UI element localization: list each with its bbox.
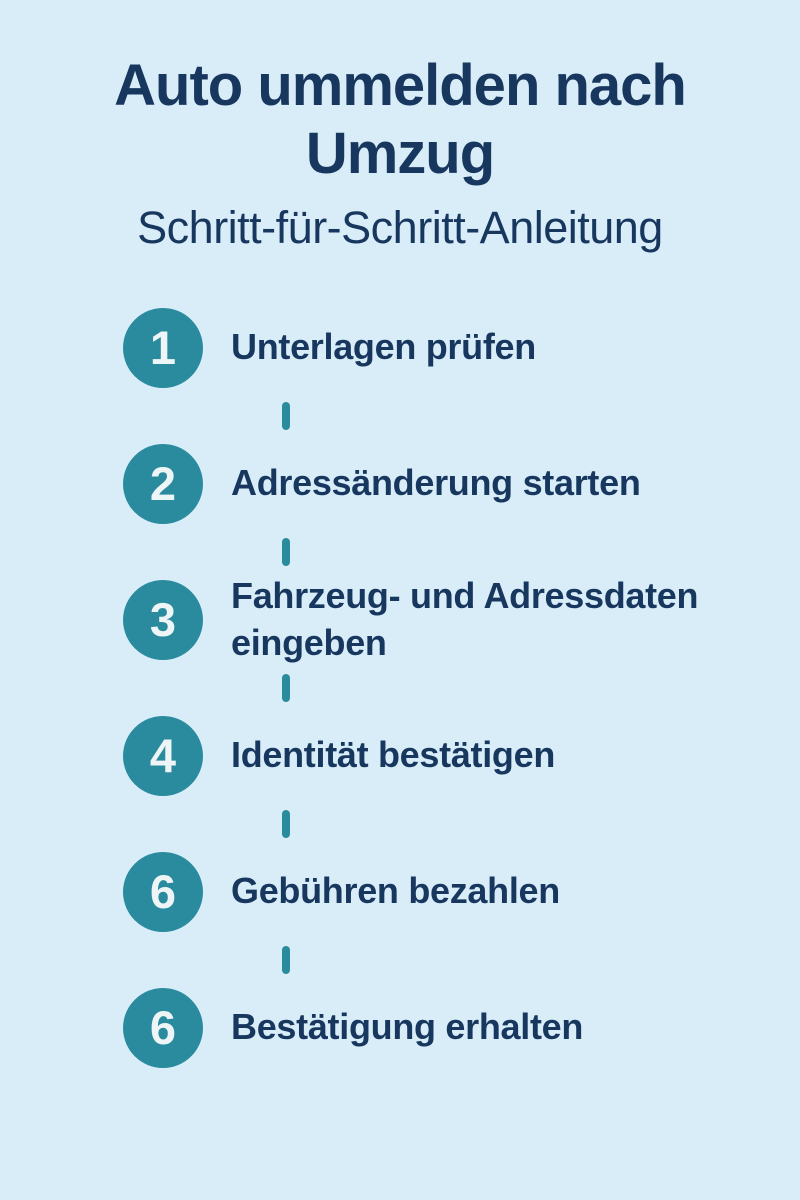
step-row-3: 3 Fahrzeug- und Adressdaten eingeben <box>123 575 800 663</box>
step-label: Unterlagen prüfen <box>231 326 536 368</box>
step-row-6: 6 Bestätigung erhalten <box>123 987 800 1068</box>
steps-list: 1 Unterlagen prüfen 2 Adressänderung sta… <box>123 307 800 1068</box>
step-label: Identität bestätigen <box>231 734 556 776</box>
page-title: Auto ummelden nach Umzug <box>0 52 800 188</box>
step-connector-line <box>282 537 290 566</box>
step-number-badge: 4 <box>123 715 203 796</box>
step-row-5: 6 Gebühren bezahlen <box>123 851 800 932</box>
step-number-badge: 1 <box>123 307 203 388</box>
header: Auto ummelden nach Umzug Schritt-für-Sch… <box>0 0 800 254</box>
step-label: Bestätigung erhalten <box>231 1006 584 1048</box>
step-row-1: 1 Unterlagen prüfen <box>123 307 800 388</box>
step-connector-line <box>282 673 290 702</box>
step-row-4: 4 Identität bestätigen <box>123 715 800 796</box>
step-connector-line <box>282 809 290 838</box>
page-title-line1: Auto ummelden nach <box>114 53 687 118</box>
step-label: Fahrzeug- und Adressdaten eingeben <box>231 574 699 663</box>
step-connector-line <box>282 945 290 974</box>
page-title-line2: Umzug <box>305 120 495 186</box>
step-label: Adressänderung starten <box>231 462 641 504</box>
step-number-badge: 6 <box>123 987 203 1068</box>
step-number-badge: 6 <box>123 851 203 932</box>
page-subtitle: Schritt-für-Schritt-Anleitung <box>137 201 663 253</box>
step-connector-line <box>282 401 290 430</box>
step-label: Gebühren bezahlen <box>231 870 560 912</box>
step-number-badge: 3 <box>123 579 203 660</box>
step-row-2: 2 Adressänderung starten <box>123 443 800 524</box>
step-number-badge: 2 <box>123 443 203 524</box>
